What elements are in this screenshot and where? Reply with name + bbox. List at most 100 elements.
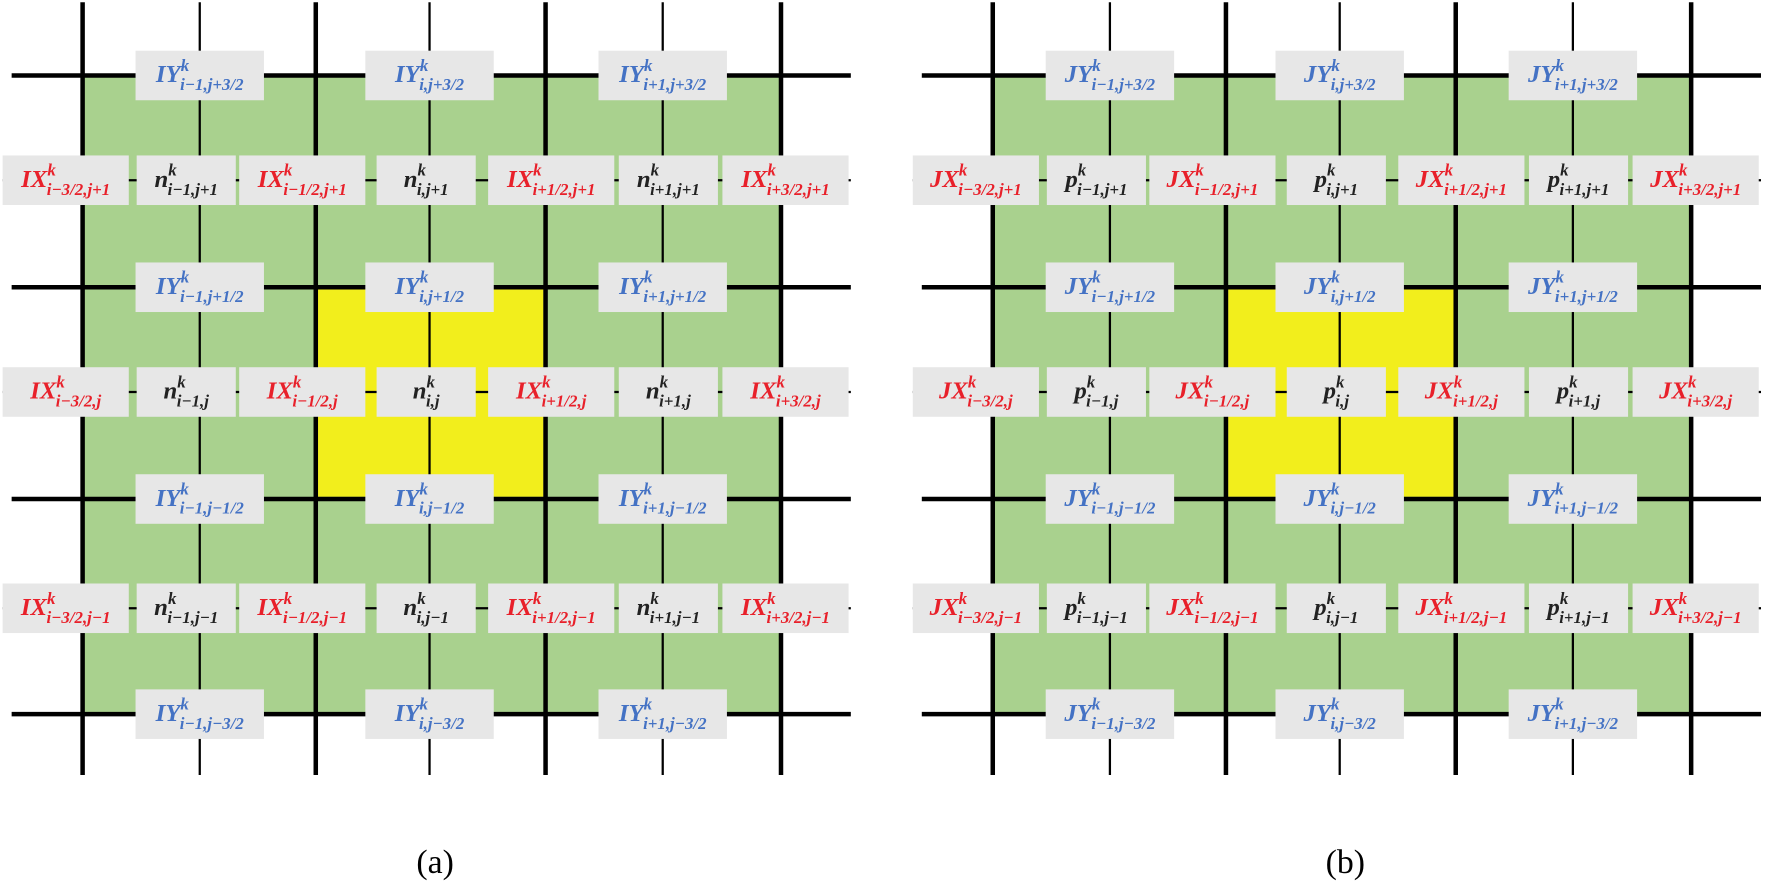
- label-sup: k: [47, 589, 56, 608]
- label-sup: k: [1092, 480, 1101, 499]
- label-text: JXk i+3/2,j−1: [1649, 589, 1742, 627]
- label-sup: k: [767, 161, 776, 180]
- label-sup: k: [767, 589, 776, 608]
- label-base: JY: [1064, 61, 1095, 88]
- label-base: JY: [1527, 61, 1558, 88]
- label-sup: k: [1444, 589, 1453, 608]
- label-base: IX: [266, 378, 295, 405]
- label-sup: k: [650, 589, 659, 608]
- label-base: IY: [618, 700, 647, 727]
- label-text: JYk i+1,j−1/2: [1527, 480, 1619, 518]
- label: JYk i−1,j−1/2: [1045, 474, 1175, 524]
- label-sup: k: [427, 372, 436, 391]
- label-sup: k: [168, 161, 177, 180]
- label: IYk i+1,j+3/2: [598, 50, 727, 101]
- label-base: JX: [1166, 166, 1197, 193]
- label-sup: k: [1331, 695, 1340, 714]
- label-base: IY: [394, 61, 423, 88]
- label-sub: i+1/2,j: [1453, 392, 1498, 411]
- label-sub: i−1,j−1: [167, 608, 218, 627]
- label-base: JX: [929, 594, 960, 621]
- label: IXk i+1/2,j+1: [488, 155, 615, 206]
- label: JYk i+1,j+3/2: [1508, 50, 1638, 101]
- label-box: [239, 155, 366, 206]
- label-sup: k: [959, 589, 968, 608]
- label: nk i,j: [376, 367, 476, 417]
- label-text: JXk i−3/2,j+1: [929, 161, 1022, 199]
- label-sup: k: [1092, 695, 1101, 714]
- label: nk i−1,j+1: [136, 155, 236, 206]
- label-text: nk i−1,j+1: [154, 161, 218, 199]
- label: nk i+1,j−1: [618, 583, 718, 634]
- label-sub: i,j+1/2: [419, 287, 464, 306]
- label: IYk i−1,j+3/2: [135, 50, 264, 101]
- label-text: pk i+1,j+1: [1546, 161, 1610, 199]
- label-base: IY: [394, 273, 423, 300]
- label-sub: i,j: [1335, 392, 1349, 411]
- label-base: JX: [929, 166, 960, 193]
- label: pk i−1,j: [1046, 367, 1146, 417]
- label-text: IXk i−3/2,j−1: [20, 589, 111, 627]
- label-box: [1275, 50, 1404, 101]
- label-sup: k: [420, 56, 429, 75]
- label: JXk i+1/2,j: [1398, 367, 1525, 417]
- label-box: [598, 50, 727, 101]
- label-box: [722, 367, 849, 417]
- label-box: [722, 583, 849, 634]
- label-base: IY: [618, 273, 647, 300]
- caption: (b): [1326, 844, 1365, 881]
- label: JXk i+1/2,j+1: [1398, 155, 1525, 206]
- label-text: IYk i−1,j+1/2: [155, 268, 244, 306]
- label-box: [488, 155, 615, 206]
- label-sub: i−1,j: [177, 392, 210, 411]
- label-sub: i−1/2,j: [292, 392, 338, 411]
- label-sup: k: [284, 161, 293, 180]
- label-sub: i,j−1/2: [419, 499, 465, 518]
- label: pk i+1,j+1: [1528, 155, 1629, 206]
- label-sub: i−3/2,j−1: [958, 608, 1022, 627]
- label-base: p: [1072, 378, 1086, 405]
- label-sub: i−1,j−3/2: [180, 714, 245, 733]
- label-box: [1508, 50, 1638, 101]
- label: IYk i,j+1/2: [365, 262, 494, 313]
- label-text: JXk i+3/2,j: [1658, 372, 1732, 410]
- label-sup: k: [533, 589, 542, 608]
- label: JYk i−1,j+3/2: [1045, 50, 1175, 101]
- label-sub: i+1,j−3/2: [1555, 714, 1619, 733]
- label-text: JXk i−3/2,j−1: [929, 589, 1022, 627]
- label-text: IXk i+1/2,j: [515, 372, 587, 410]
- label-text: JYk i−1,j−3/2: [1063, 695, 1156, 733]
- label-sub: i+1/2,j: [542, 392, 587, 411]
- label-sup: k: [1560, 161, 1569, 180]
- label-box: [1046, 155, 1146, 206]
- label-base: JX: [1175, 378, 1206, 405]
- label: IXk i−3/2,j−1: [2, 583, 129, 634]
- label-box: [1286, 155, 1386, 206]
- label-sup: k: [644, 56, 653, 75]
- label-box: [135, 262, 264, 313]
- label-base: IX: [506, 166, 535, 193]
- label-sup: k: [1331, 268, 1340, 287]
- label-base: p: [1545, 594, 1559, 621]
- label-base: p: [1322, 378, 1336, 405]
- label-sup: k: [1327, 589, 1336, 608]
- label-sup: k: [1078, 161, 1087, 180]
- label-box: [136, 583, 236, 634]
- label-base: n: [154, 166, 168, 193]
- label: JYk i−1,j−3/2: [1045, 689, 1175, 739]
- label-base: JY: [1303, 61, 1334, 88]
- label-base: JX: [1414, 594, 1445, 621]
- label: IXk i+3/2,j−1: [722, 583, 849, 634]
- label-base: JX: [1424, 378, 1455, 405]
- label-text: IXk i−3/2,j: [29, 372, 101, 410]
- label: JXk i+3/2,j+1: [1632, 155, 1759, 206]
- label: pk i,j: [1286, 367, 1386, 417]
- label-text: IYk i+1,j−1/2: [618, 480, 707, 518]
- label-sub: i,j+3/2: [419, 75, 464, 94]
- label: IYk i+1,j+1/2: [598, 262, 727, 313]
- label-base: IY: [394, 485, 423, 512]
- label-sup: k: [47, 161, 56, 180]
- label-text: JYk i+1,j+1/2: [1527, 268, 1618, 306]
